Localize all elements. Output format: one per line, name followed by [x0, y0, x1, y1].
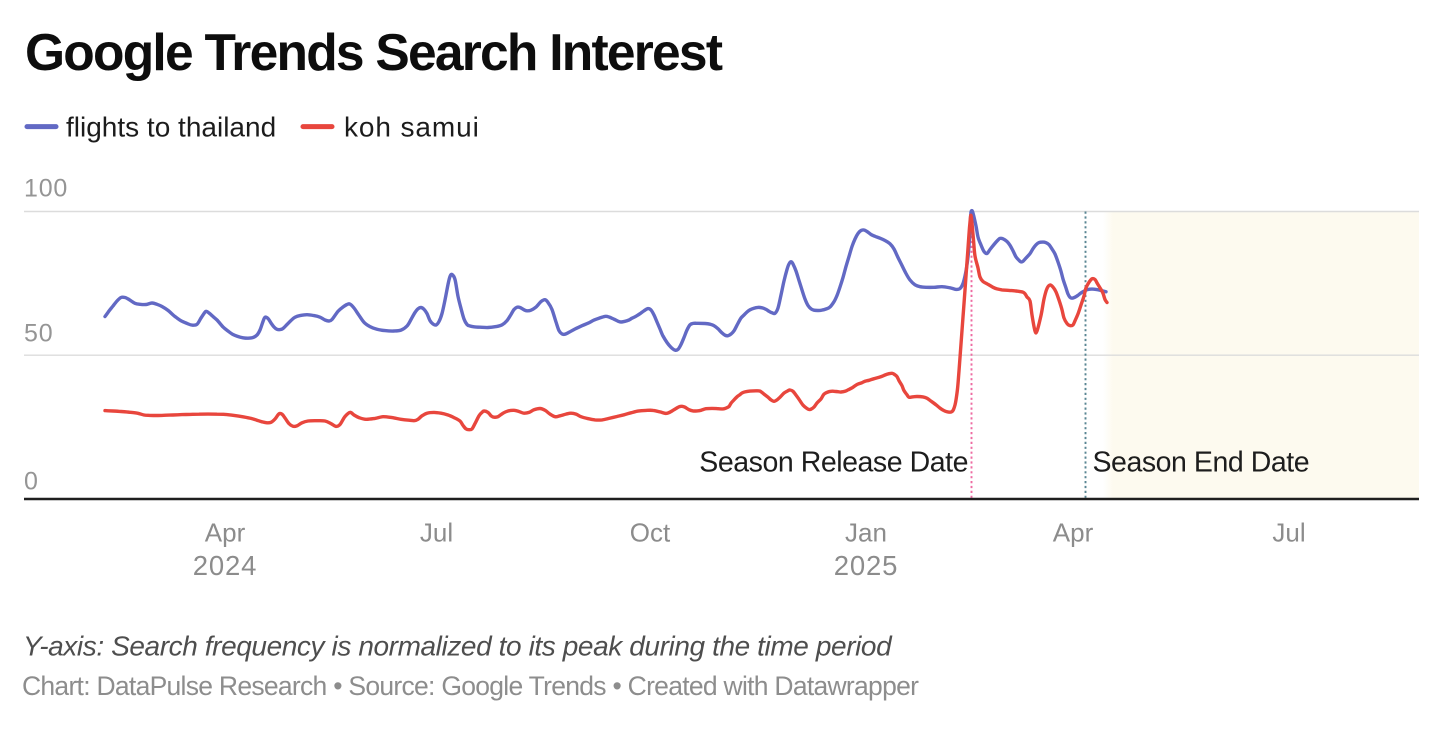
- svg-text:Oct: Oct: [630, 518, 671, 548]
- svg-text:flights to thailand: flights to thailand: [66, 112, 276, 143]
- svg-text:Season End Date: Season End Date: [1093, 447, 1310, 479]
- svg-text:50: 50: [24, 320, 53, 348]
- svg-text:2024: 2024: [193, 550, 257, 581]
- svg-text:Chart: DataPulse Research • So: Chart: DataPulse Research • Source: Goog…: [22, 671, 919, 701]
- svg-text:koh samui: koh samui: [344, 112, 480, 143]
- svg-text:Google Trends Search Interest: Google Trends Search Interest: [25, 23, 723, 81]
- svg-text:0: 0: [24, 468, 39, 496]
- svg-text:Jul: Jul: [420, 518, 453, 548]
- svg-text:100: 100: [24, 175, 68, 203]
- svg-text:Season Release Date: Season Release Date: [699, 447, 968, 479]
- svg-text:Jan: Jan: [845, 518, 887, 548]
- svg-text:2025: 2025: [834, 550, 898, 581]
- svg-text:Y-axis: Search frequency is no: Y-axis: Search frequency is normalized t…: [23, 631, 893, 662]
- svg-text:Apr: Apr: [1053, 518, 1094, 548]
- svg-text:Apr: Apr: [205, 518, 246, 548]
- svg-text:Jul: Jul: [1272, 518, 1305, 548]
